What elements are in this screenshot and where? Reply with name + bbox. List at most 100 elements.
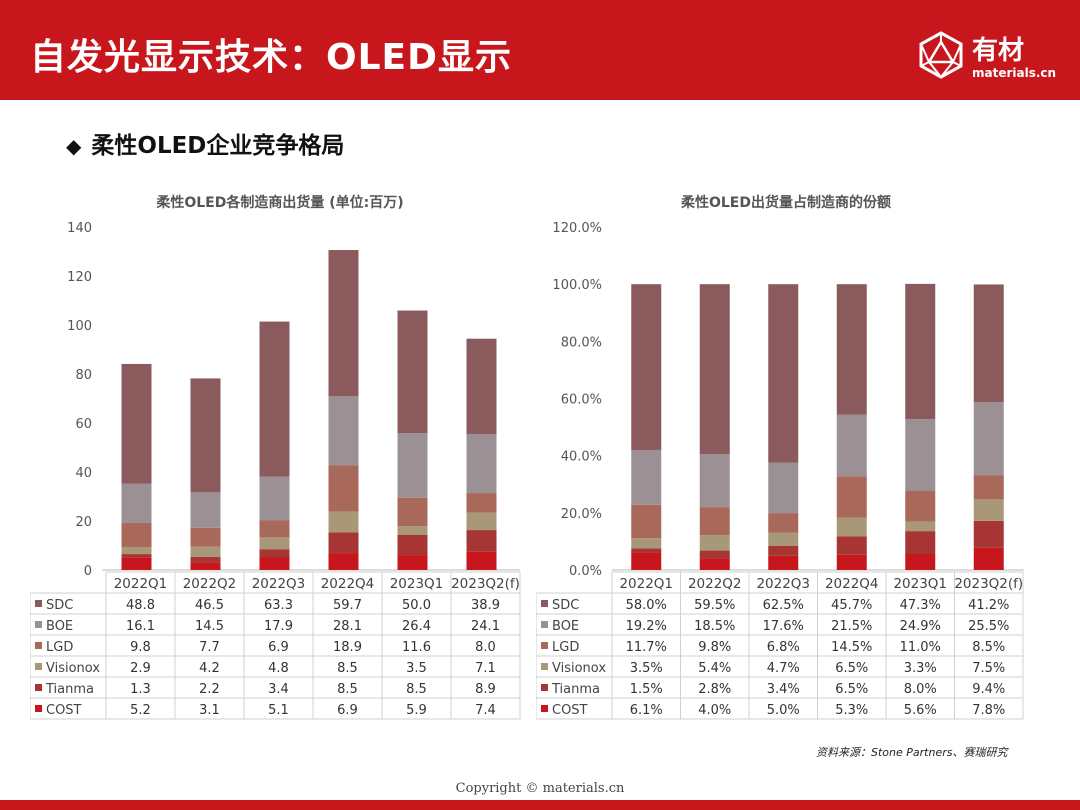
legend-key-lgd <box>35 642 42 649</box>
data-label-cost: 5.1 <box>268 703 289 718</box>
bar-segment-sdc-5 <box>973 284 1004 403</box>
legend-label-visionox: Visionox <box>552 661 606 676</box>
y-tick-label: 100.0% <box>552 278 602 293</box>
legend-key-lgd <box>541 642 548 649</box>
section-title: 柔性OLED企业竞争格局 <box>91 133 345 159</box>
data-label-cost: 4.0% <box>698 703 731 718</box>
bar-segment-lgd-1 <box>699 507 730 536</box>
bar-segment-boe-1 <box>190 492 221 528</box>
market-share-chart-svg: 0.0% 20.0% 40.0% 60.0% 80.0% 100.0% 120.0% 2022… <box>535 221 1024 720</box>
data-label-tianma: 9.4% <box>972 682 1005 697</box>
legend-key-visionox <box>541 663 548 670</box>
data-label-visionox: 7.1 <box>475 661 496 676</box>
legend-label-sdc: SDC <box>552 598 579 613</box>
bar-segment-sdc-1 <box>699 284 730 455</box>
legend-key-boe <box>541 621 548 628</box>
data-label-lgd: 11.6 <box>402 640 431 655</box>
data-label-cost: 6.9 <box>337 703 358 718</box>
data-label-lgd: 18.9 <box>333 640 362 655</box>
y-tick-label: 40 <box>75 466 92 481</box>
bar-segment-visionox-1 <box>699 535 730 551</box>
bar-segment-boe-3 <box>328 396 359 466</box>
bar-segment-visionox-0 <box>121 546 152 555</box>
data-label-cost: 3.1 <box>199 703 220 718</box>
data-label-visionox: 4.7% <box>767 661 800 676</box>
bar-segment-lgd-3 <box>836 476 867 518</box>
legend-label-tianma: Tianma <box>551 682 600 697</box>
data-label-visionox: 7.5% <box>972 661 1005 676</box>
bar-segment-boe-1 <box>699 454 730 508</box>
y-tick-label: 140 <box>67 221 92 236</box>
bar-segment-lgd-4 <box>905 490 936 522</box>
bar-segment-lgd-5 <box>466 493 497 513</box>
bar-segment-lgd-0 <box>631 504 662 539</box>
category-label: 2023Q2(f) <box>451 576 520 592</box>
data-label-lgd: 9.8 <box>130 640 151 655</box>
bar-segment-tianma-0 <box>631 548 662 553</box>
bar-segment-cost-0 <box>631 552 662 570</box>
bar-segment-boe-2 <box>259 476 290 521</box>
bar-segment-sdc-5 <box>466 338 497 435</box>
bar-segment-visionox-4 <box>397 526 428 535</box>
chart-title: 柔性OLED各制造商出货量 (单位:百万) <box>156 195 404 211</box>
bar-segment-visionox-2 <box>768 532 799 546</box>
bar-segment-lgd-0 <box>121 522 152 547</box>
data-label-sdc: 62.5% <box>763 598 804 613</box>
data-label-tianma: 8.0% <box>904 682 937 697</box>
data-label-boe: 17.9 <box>264 619 293 634</box>
bar-segment-visionox-0 <box>631 538 662 549</box>
data-label-lgd: 9.8% <box>698 640 731 655</box>
brand-logo: 有材 materials.cn <box>916 30 1056 90</box>
legend-label-cost: COST <box>552 703 588 718</box>
data-label-visionox: 4.2 <box>199 661 220 676</box>
y-tick-label: 40.0% <box>561 450 602 465</box>
data-label-sdc: 59.7 <box>333 598 362 613</box>
shipment-volume-chart-svg: 0 20 40 60 80 100 120 140 2022Q1 2022Q2 2022Q3 2022… <box>29 221 521 720</box>
data-label-cost: 7.4 <box>475 703 496 718</box>
category-label: 2023Q1 <box>390 576 444 592</box>
bar-segment-cost-4 <box>397 555 428 570</box>
data-label-tianma: 3.4 <box>268 682 289 697</box>
category-label: 2022Q1 <box>114 576 168 592</box>
bar-segment-tianma-3 <box>836 536 867 555</box>
data-label-lgd: 7.7 <box>199 640 220 655</box>
legend-label-cost: COST <box>46 703 82 718</box>
bar-segment-visionox-4 <box>905 521 936 532</box>
bar-segment-lgd-5 <box>973 475 1004 500</box>
category-label: 2023Q2(f) <box>954 576 1023 592</box>
bar-segment-lgd-2 <box>259 520 290 538</box>
bar-segment-cost-5 <box>466 551 497 570</box>
legend-key-visionox <box>35 663 42 670</box>
legend-label-lgd: LGD <box>46 640 73 655</box>
logo-text: 有材 <box>972 36 1025 66</box>
bar-segment-boe-0 <box>631 449 662 505</box>
data-label-tianma: 8.5 <box>337 682 358 697</box>
data-label-boe: 25.5% <box>968 619 1009 634</box>
bar-segment-tianma-1 <box>699 550 730 559</box>
data-label-boe: 17.6% <box>763 619 804 634</box>
bar-segment-visionox-1 <box>190 546 221 558</box>
data-label-tianma: 2.8% <box>698 682 731 697</box>
chart-title: 柔性OLED出货量占制造商的份额 <box>680 195 891 211</box>
y-tick-label: 20 <box>75 515 92 530</box>
data-label-sdc: 59.5% <box>694 598 735 613</box>
data-label-cost: 7.8% <box>972 703 1005 718</box>
data-label-visionox: 3.5 <box>406 661 427 676</box>
data-label-cost: 6.1% <box>630 703 663 718</box>
data-label-boe: 26.4 <box>402 619 431 634</box>
y-tick-label: 80 <box>75 368 92 383</box>
data-label-tianma: 2.2 <box>199 682 220 697</box>
legend-key-boe <box>35 621 42 628</box>
data-label-sdc: 63.3 <box>264 598 293 613</box>
bar-segment-cost-1 <box>190 562 221 570</box>
bar-segment-tianma-2 <box>768 545 799 556</box>
legend-label-boe: BOE <box>46 619 73 634</box>
data-label-boe: 14.5 <box>195 619 224 634</box>
legend-label-tianma: Tianma <box>45 682 94 697</box>
bar-segment-lgd-1 <box>190 527 221 547</box>
data-label-cost: 5.6% <box>904 703 937 718</box>
data-label-visionox: 3.5% <box>630 661 663 676</box>
bar-segment-tianma-5 <box>973 520 1004 548</box>
data-label-boe: 24.9% <box>900 619 941 634</box>
y-tick-label: 100 <box>67 319 92 334</box>
